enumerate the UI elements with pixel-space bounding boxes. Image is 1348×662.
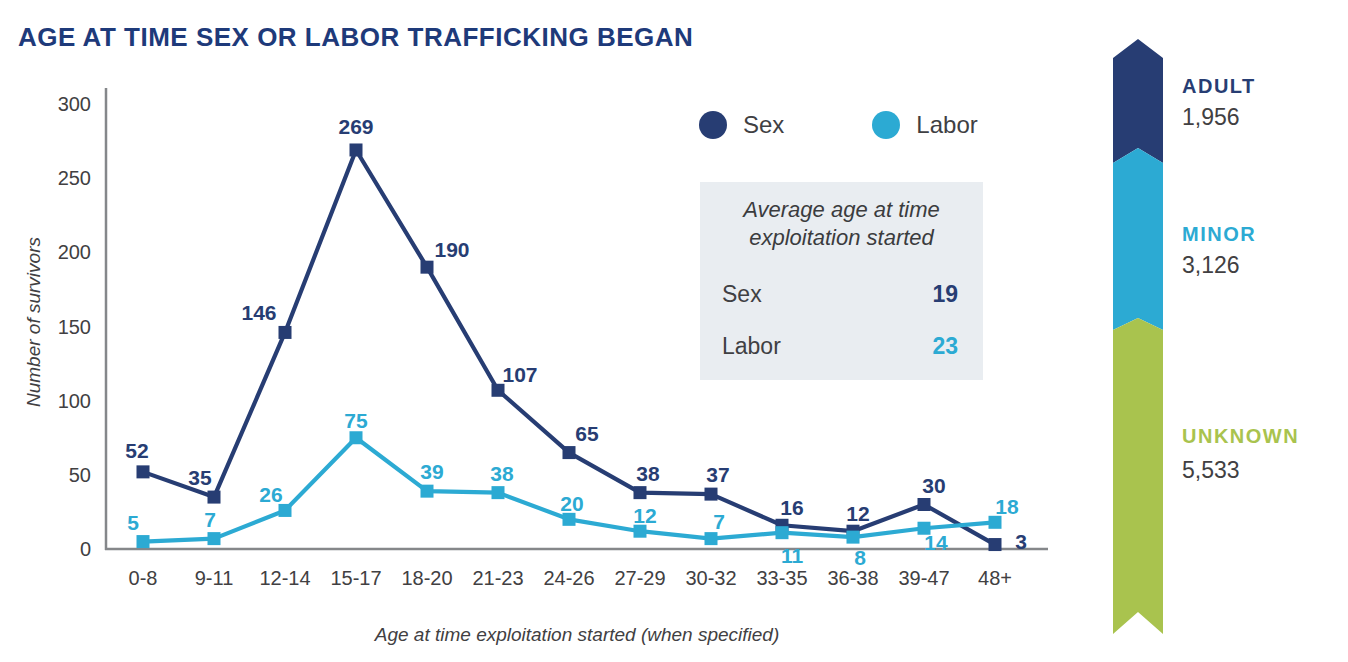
sex-point (350, 143, 363, 156)
legend-label-labor: Labor (916, 111, 977, 139)
labor-point (705, 532, 718, 545)
labor-data-label: 26 (259, 483, 282, 506)
labor-data-label: 14 (924, 531, 948, 554)
x-tick-label: 24-26 (543, 567, 594, 589)
x-tick-label: 48+ (978, 567, 1012, 589)
labor-data-label: 75 (344, 409, 368, 432)
sex-data-label: 52 (125, 439, 148, 462)
legend-label-sex: Sex (743, 111, 784, 139)
y-tick-label: 300 (58, 93, 91, 115)
labor-data-label: 11 (781, 544, 804, 567)
average-labor-label: Labor (722, 333, 781, 360)
totals-ribbon (1105, 30, 1185, 650)
sex-point (279, 326, 292, 339)
sex-point (918, 498, 931, 511)
sex-point (563, 446, 576, 459)
average-age-box: Average age at time exploitation started… (700, 182, 983, 380)
sex-point (137, 465, 150, 478)
labor-point (847, 531, 860, 544)
y-tick-label: 0 (80, 538, 91, 560)
labor-data-label: 38 (490, 462, 514, 485)
labor-point (421, 485, 434, 498)
labor-data-label: 7 (713, 510, 725, 533)
labor-point (137, 535, 150, 548)
x-tick-label: 36-38 (827, 567, 878, 589)
y-tick-label: 50 (69, 464, 91, 486)
labor-data-label: 8 (854, 546, 866, 569)
x-tick-label: 27-29 (614, 567, 665, 589)
x-tick-label: 18-20 (401, 567, 452, 589)
average-age-box-title: Average age at time exploitation started (700, 196, 983, 252)
legend-item-sex: Sex (699, 111, 784, 139)
unknown-label: UNKNOWN (1182, 425, 1299, 448)
ribbon-segment-minor (1113, 148, 1163, 330)
sex-data-label: 35 (188, 466, 212, 489)
x-tick-label: 21-23 (472, 567, 523, 589)
ribbon-segment-adult (1113, 39, 1163, 163)
x-tick-label: 15-17 (330, 567, 381, 589)
labor-data-label: 7 (204, 508, 216, 531)
chart-legend: Sex Labor (699, 111, 978, 139)
sex-legend-dot-icon (699, 111, 727, 139)
sex-data-label: 107 (502, 363, 537, 386)
labor-point (492, 486, 505, 499)
sex-point (634, 486, 647, 499)
sex-data-label: 37 (706, 463, 729, 486)
sex-point (705, 488, 718, 501)
sex-data-label: 38 (636, 462, 660, 485)
sex-point (989, 538, 1002, 551)
y-tick-label: 250 (58, 167, 91, 189)
sex-data-label: 16 (780, 496, 803, 519)
sex-data-label: 65 (575, 422, 599, 445)
labor-legend-dot-icon (872, 111, 900, 139)
labor-data-label: 20 (560, 492, 583, 515)
labor-data-label: 18 (995, 495, 1019, 518)
labor-data-label: 12 (633, 504, 656, 527)
x-tick-label: 9-11 (195, 567, 234, 589)
y-tick-label: 150 (58, 316, 91, 338)
infographic-page: AGE AT TIME SEX OR LABOR TRAFFICKING BEG… (0, 0, 1348, 662)
labor-point (350, 431, 363, 444)
ribbon-segment-unknown (1113, 318, 1163, 634)
x-tick-label: 39-47 (898, 567, 949, 589)
average-sex-value: 19 (932, 281, 958, 308)
average-sex-label: Sex (722, 281, 762, 308)
sex-data-label: 12 (846, 502, 869, 525)
labor-point (776, 526, 789, 539)
x-tick-label: 0-8 (129, 567, 158, 589)
sex-point (421, 261, 434, 274)
sex-point (208, 491, 221, 504)
minor-value: 3,126 (1182, 252, 1240, 279)
x-axis-title: Age at time exploitation started (when s… (375, 624, 780, 646)
y-tick-label: 200 (58, 241, 91, 263)
x-tick-label: 33-35 (756, 567, 807, 589)
sex-data-label: 146 (241, 301, 276, 324)
average-labor-value: 23 (932, 333, 958, 360)
y-tick-label: 100 (58, 390, 91, 412)
x-tick-label: 30-32 (685, 567, 736, 589)
sex-data-label: 3 (1015, 530, 1027, 553)
y-axis-title: Number of survivors (23, 237, 45, 407)
labor-point (208, 532, 221, 545)
sex-data-label: 30 (922, 474, 945, 497)
unknown-value: 5,533 (1182, 457, 1240, 484)
minor-label: MINOR (1182, 223, 1256, 246)
labor-data-label: 39 (420, 460, 443, 483)
legend-item-labor: Labor (872, 111, 977, 139)
x-tick-label: 12-14 (259, 567, 310, 589)
sex-data-label: 190 (434, 238, 469, 261)
adult-label: ADULT (1182, 75, 1256, 98)
adult-value: 1,956 (1182, 104, 1240, 131)
labor-data-label: 5 (127, 511, 139, 534)
sex-data-label: 269 (338, 115, 373, 138)
